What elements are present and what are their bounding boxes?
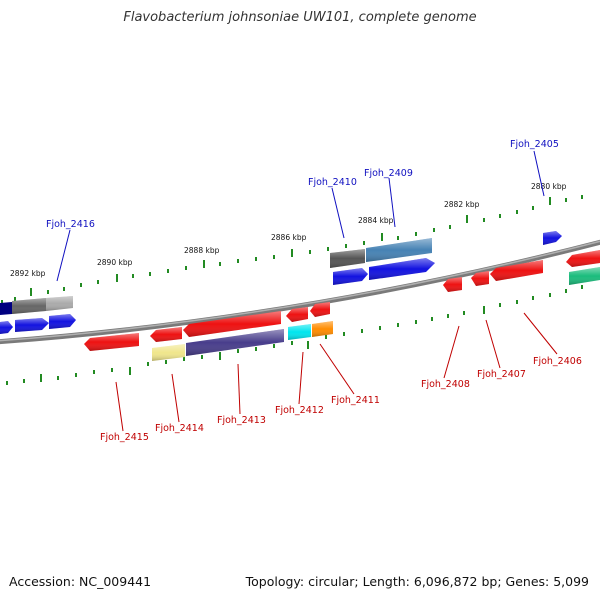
gene-label[interactable]: Fjoh_2410 — [308, 177, 357, 188]
forward-features — [0, 231, 562, 334]
tick-label: 2888 kbp — [184, 246, 220, 255]
tick-label: 2880 kbp — [531, 182, 567, 191]
tick-label: 2884 kbp — [358, 216, 394, 225]
forward-gene-labels: Fjoh_2416 Fjoh_2410 Fjoh_2409 Fjoh_2405 — [46, 139, 559, 230]
gene-label[interactable]: Fjoh_2416 — [46, 219, 95, 230]
gene-label[interactable]: Fjoh_2411 — [331, 395, 380, 406]
upper-tick-row — [1, 195, 583, 304]
tick-label: 2886 kbp — [271, 233, 307, 242]
reverse-features — [84, 250, 600, 361]
tick-label: 2892 kbp — [10, 269, 46, 278]
genome-summary-text: Topology: circular; Length: 6,096,872 bp… — [245, 574, 589, 589]
gene-label[interactable]: Fjoh_2408 — [421, 379, 470, 390]
reverse-gene-labels: Fjoh_2415 Fjoh_2414 Fjoh_2413 Fjoh_2412 … — [100, 356, 582, 443]
accession-text: Accession: NC_009441 — [9, 574, 152, 589]
map-title: Flavobacterium johnsoniae UW101, complet… — [123, 10, 477, 25]
genome-backbone — [0, 239, 600, 345]
reverse-leader-lines — [115, 312, 558, 432]
forward-leader-lines — [56, 150, 545, 282]
tick-label: 2890 kbp — [97, 258, 133, 267]
gene-label[interactable]: Fjoh_2409 — [364, 168, 413, 179]
gene-label[interactable]: Fjoh_2406 — [533, 356, 582, 367]
gene-label[interactable]: Fjoh_2414 — [155, 423, 204, 434]
tick-label: 2882 kbp — [444, 200, 480, 209]
gene-label[interactable]: Fjoh_2412 — [275, 405, 324, 416]
gene-label[interactable]: Fjoh_2405 — [510, 139, 559, 150]
gene-label[interactable]: Fjoh_2413 — [217, 415, 266, 426]
feature-block[interactable] — [0, 302, 12, 315]
lower-tick-row — [6, 285, 583, 385]
tick-labels: 2892 kbp 2890 kbp 2888 kbp 2886 kbp 2884… — [10, 182, 567, 278]
gene-label[interactable]: Fjoh_2415 — [100, 432, 149, 443]
gene-label[interactable]: Fjoh_2407 — [477, 369, 526, 380]
